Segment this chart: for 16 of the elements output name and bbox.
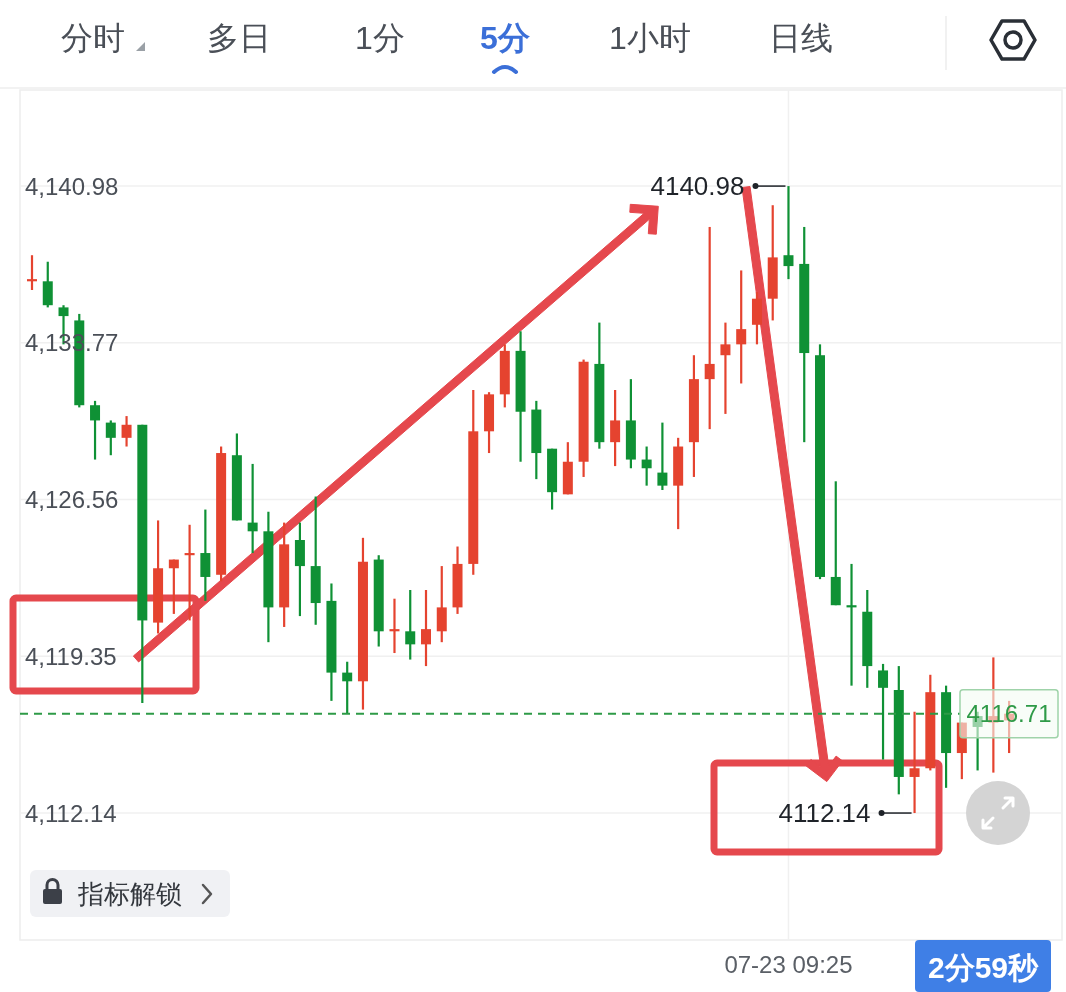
text: 1分 — [355, 20, 405, 56]
text: 2分59秒 — [927, 950, 1040, 984]
y-tick-label: 4,112.14 — [25, 799, 117, 827]
text: 多日 — [207, 20, 271, 56]
text: 1小时 — [609, 20, 691, 56]
annotation: 4140.98 — [650, 171, 745, 202]
y-tick-label: 4,126.56 — [25, 486, 119, 514]
annotation: 4112.14 — [778, 798, 871, 829]
text: 分时 — [61, 20, 125, 56]
ref-line-label: 4116.71 — [966, 700, 1052, 728]
text: 5分 — [480, 20, 530, 56]
text: 日线 — [769, 20, 833, 56]
x-tick-label: 07-23 09:25 — [724, 950, 853, 978]
annotation: 指标解锁 — [77, 879, 182, 909]
y-tick-label: 4,140.98 — [25, 172, 119, 200]
y-tick-label: 4,119.35 — [25, 642, 117, 670]
